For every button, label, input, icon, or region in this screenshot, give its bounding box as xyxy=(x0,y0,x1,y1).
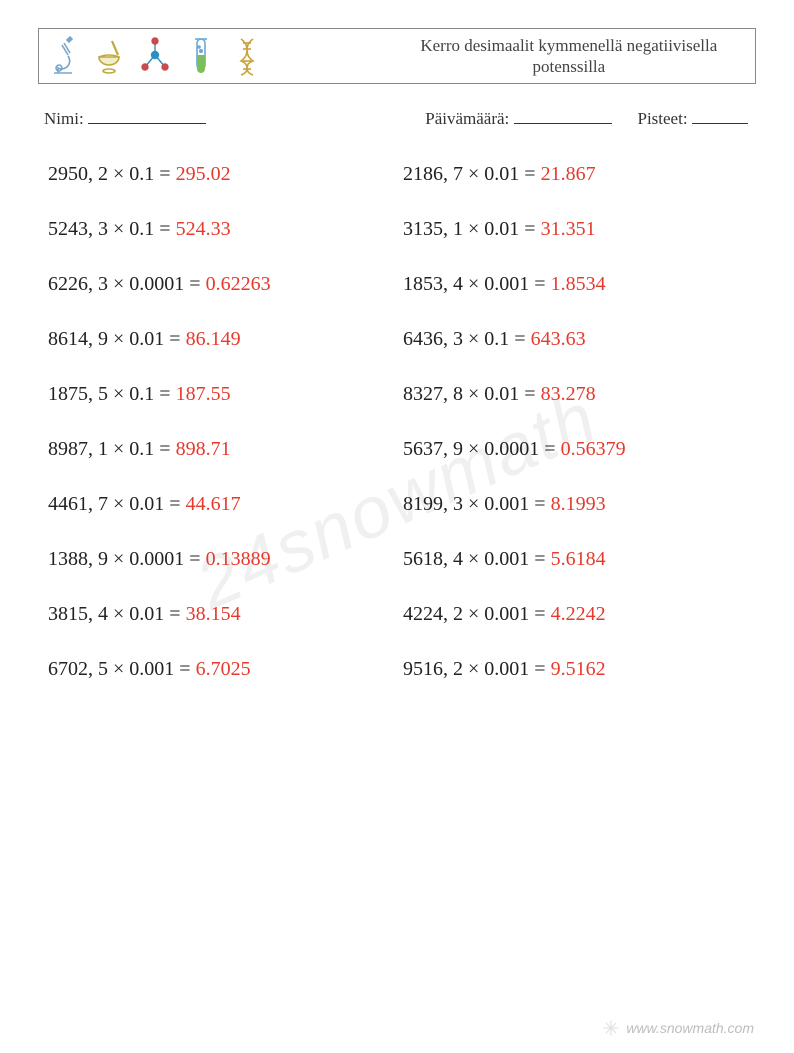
score-blank[interactable] xyxy=(692,106,748,124)
problem-row: 6702, 5 × 0.001 = 6.7025 xyxy=(48,658,391,681)
problem-answer: 21.867 xyxy=(541,163,596,185)
info-fields-row: Nimi: Päivämäärä: Pisteet: xyxy=(38,106,756,129)
date-blank[interactable] xyxy=(514,106,612,124)
problem-expression: 3135, 1 × 0.01 = xyxy=(403,218,541,240)
snowflake-icon xyxy=(602,1019,620,1037)
problem-answer: 0.13889 xyxy=(206,548,271,570)
problem-answer: 187.55 xyxy=(176,383,231,405)
problem-row: 1853, 4 × 0.001 = 1.8534 xyxy=(403,273,746,296)
problem-row: 5618, 4 × 0.001 = 5.6184 xyxy=(403,548,746,571)
score-label: Pisteet: xyxy=(638,109,688,128)
date-field: Päivämäärä: xyxy=(425,106,611,129)
problem-expression: 2186, 7 × 0.01 = xyxy=(403,163,541,185)
problem-expression: 2950, 2 × 0.1 = xyxy=(48,163,176,185)
problem-expression: 1388, 9 × 0.0001 = xyxy=(48,548,206,570)
problem-expression: 1875, 5 × 0.1 = xyxy=(48,383,176,405)
problem-answer: 898.71 xyxy=(176,438,231,460)
score-field: Pisteet: xyxy=(638,106,748,129)
problem-expression: 8327, 8 × 0.01 = xyxy=(403,383,541,405)
footer: www.snowmath.com xyxy=(602,1019,754,1037)
dna-icon xyxy=(231,34,263,78)
problem-expression: 6226, 3 × 0.0001 = xyxy=(48,273,206,295)
worksheet-title: Kerro desimaalit kymmenellä negatiivisel… xyxy=(383,29,755,83)
problem-row: 8327, 8 × 0.01 = 83.278 xyxy=(403,383,746,406)
problem-row: 3135, 1 × 0.01 = 31.351 xyxy=(403,218,746,241)
problem-expression: 6436, 3 × 0.1 = xyxy=(403,328,531,350)
problem-row: 3815, 4 × 0.01 = 38.154 xyxy=(48,603,391,626)
problem-expression: 4461, 7 × 0.01 = xyxy=(48,493,186,515)
problem-expression: 5243, 3 × 0.1 = xyxy=(48,218,176,240)
problem-answer: 8.1993 xyxy=(551,493,606,515)
problem-answer: 38.154 xyxy=(186,603,241,625)
problem-row: 2950, 2 × 0.1 = 295.02 xyxy=(48,163,391,186)
problem-answer: 524.33 xyxy=(176,218,231,240)
problem-expression: 3815, 4 × 0.01 = xyxy=(48,603,186,625)
problem-expression: 9516, 2 × 0.001 = xyxy=(403,658,551,680)
problem-expression: 5618, 4 × 0.001 = xyxy=(403,548,551,570)
problem-answer: 1.8534 xyxy=(551,273,606,295)
problem-expression: 8614, 9 × 0.01 = xyxy=(48,328,186,350)
name-blank[interactable] xyxy=(88,106,206,124)
problem-row: 6436, 3 × 0.1 = 643.63 xyxy=(403,328,746,351)
problem-answer: 643.63 xyxy=(531,328,586,350)
problem-row: 9516, 2 × 0.001 = 9.5162 xyxy=(403,658,746,681)
mortar-icon xyxy=(93,34,125,78)
header-icons xyxy=(39,29,383,83)
problem-expression: 8987, 1 × 0.1 = xyxy=(48,438,176,460)
problem-answer: 6.7025 xyxy=(196,658,251,680)
problem-expression: 5637, 9 × 0.0001 = xyxy=(403,438,561,460)
problem-answer: 5.6184 xyxy=(551,548,606,570)
molecule-icon xyxy=(139,34,171,78)
problem-answer: 31.351 xyxy=(541,218,596,240)
problem-answer: 0.56379 xyxy=(561,438,626,460)
problem-row: 1388, 9 × 0.0001 = 0.13889 xyxy=(48,548,391,571)
problem-row: 5637, 9 × 0.0001 = 0.56379 xyxy=(403,438,746,461)
problem-row: 4461, 7 × 0.01 = 44.617 xyxy=(48,493,391,516)
problem-answer: 86.149 xyxy=(186,328,241,350)
testtube-icon xyxy=(185,34,217,78)
problem-answer: 0.62263 xyxy=(206,273,271,295)
microscope-icon xyxy=(47,34,79,78)
header-box: Kerro desimaalit kymmenellä negatiivisel… xyxy=(38,28,756,84)
problem-row: 6226, 3 × 0.0001 = 0.62263 xyxy=(48,273,391,296)
problem-answer: 44.617 xyxy=(186,493,241,515)
problem-expression: 4224, 2 × 0.001 = xyxy=(403,603,551,625)
problem-expression: 6702, 5 × 0.001 = xyxy=(48,658,196,680)
problem-answer: 83.278 xyxy=(541,383,596,405)
problem-answer: 295.02 xyxy=(176,163,231,185)
problem-answer: 4.2242 xyxy=(551,603,606,625)
problem-row: 5243, 3 × 0.1 = 524.33 xyxy=(48,218,391,241)
problem-expression: 1853, 4 × 0.001 = xyxy=(403,273,551,295)
problem-row: 1875, 5 × 0.1 = 187.55 xyxy=(48,383,391,406)
name-label: Nimi: xyxy=(44,109,84,128)
problem-row: 8987, 1 × 0.1 = 898.71 xyxy=(48,438,391,461)
problem-row: 8199, 3 × 0.001 = 8.1993 xyxy=(403,493,746,516)
problem-row: 4224, 2 × 0.001 = 4.2242 xyxy=(403,603,746,626)
footer-url: www.snowmath.com xyxy=(626,1020,754,1036)
problem-row: 8614, 9 × 0.01 = 86.149 xyxy=(48,328,391,351)
problem-row: 2186, 7 × 0.01 = 21.867 xyxy=(403,163,746,186)
problems-grid: 2950, 2 × 0.1 = 295.02 2186, 7 × 0.01 = 2… xyxy=(38,163,756,681)
date-label: Päivämäärä: xyxy=(425,109,509,128)
name-field: Nimi: xyxy=(44,106,425,129)
problem-expression: 8199, 3 × 0.001 = xyxy=(403,493,551,515)
problem-answer: 9.5162 xyxy=(551,658,606,680)
